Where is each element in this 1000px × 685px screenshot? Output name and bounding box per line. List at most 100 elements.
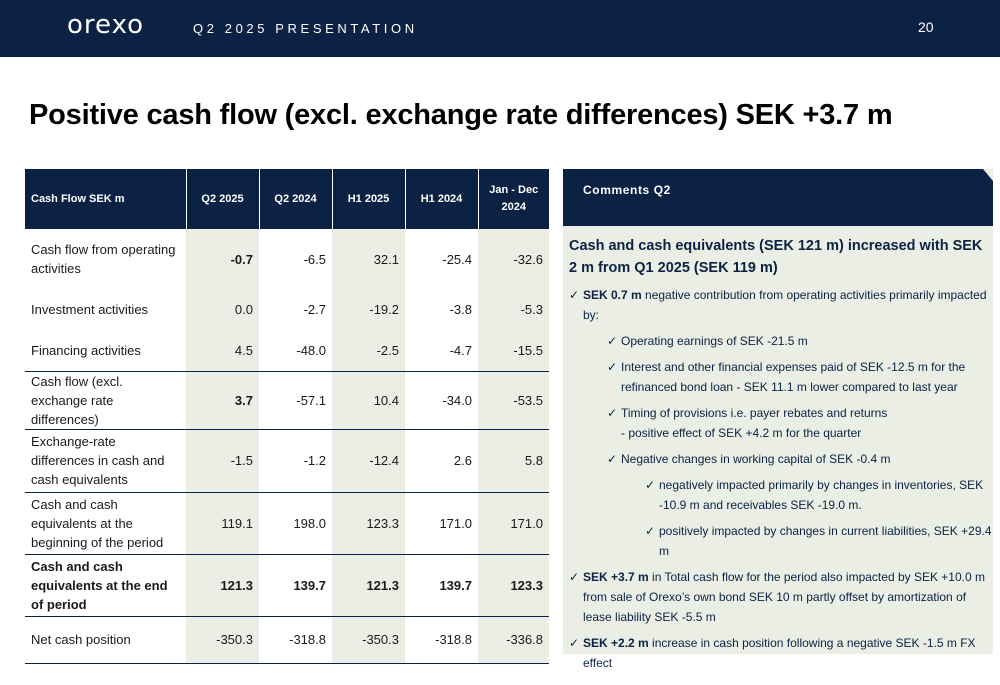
table-row: Exchange-rate differences in cash and ca… <box>25 429 549 493</box>
table-cell: -6.5 <box>303 251 326 267</box>
table-cell: -2.7 <box>303 302 326 317</box>
row-label: Exchange-rate differences in cash and ca… <box>25 429 186 493</box>
table-cell: -32.6 <box>478 229 549 289</box>
bullet-text: Timing of provisions i.e. payer rebates … <box>621 406 888 420</box>
column-header: Q2 2024 <box>259 169 333 229</box>
table-cell: -25.4 <box>442 251 472 267</box>
table-cell: -4.7 <box>405 330 478 372</box>
row-label: Cash flow (excl. exchange rate differenc… <box>25 371 186 430</box>
comment-bullet: ✓ SEK +2.2 m increase in cash position f… <box>569 633 993 673</box>
table-cell: -19.2 <box>332 289 405 330</box>
table-row: Cash and cash equivalents at the beginni… <box>25 492 549 555</box>
bullet-highlight: SEK 0.7 m <box>583 288 642 302</box>
table-cell: 139.7 <box>405 554 478 617</box>
table-cell: 139.7 <box>259 554 332 617</box>
table-cell: -0.7 <box>186 229 259 289</box>
bullet-text: increase in cash position following a ne… <box>583 636 976 670</box>
table-cell: -53.5 <box>478 371 549 430</box>
table-cell: 32.1 <box>332 229 405 289</box>
comments-heading: Cash and cash equivalents (SEK 121 m) in… <box>569 238 983 276</box>
table-row: Financing activities 4.5 -48.0 -2.5 -4.7… <box>25 330 549 372</box>
bullet-text: positively impacted by changes in curren… <box>659 524 992 558</box>
table-cell: -3.8 <box>449 302 472 317</box>
table-cell: 119.1 <box>186 492 259 555</box>
bullet-text: negative contribution from operating act… <box>583 288 987 322</box>
table-cell: 0.0 <box>186 289 259 330</box>
table-cell: 171.0 <box>478 492 549 555</box>
bullet-text: in Total cash flow for the period also i… <box>583 570 985 624</box>
presentation-subtitle: Q2 2025 PRESENTATION <box>193 21 418 36</box>
table-cell: -318.8 <box>405 616 478 664</box>
table-cell: 10.4 <box>332 371 405 430</box>
table-cell: -5.3 <box>478 289 549 330</box>
table-cell: -57.1 <box>259 371 332 430</box>
table-cell: -2.5 <box>332 330 405 372</box>
comments-panel: Comments Q2 Cash and cash equivalents (S… <box>563 169 993 670</box>
bullet-text: negatively impacted primarily by changes… <box>659 478 984 512</box>
comment-sub-sub-bullet: ✓ positively impacted by changes in curr… <box>569 521 993 561</box>
table-cell: 5.8 <box>478 429 549 493</box>
row-label: Net cash position <box>25 616 186 664</box>
column-header: H1 2024 <box>405 169 479 229</box>
bullet-text: Interest and other financial expenses pa… <box>621 360 966 394</box>
table-row: Cash flow from operating activities -0.7… <box>25 229 549 289</box>
table-cell: -34.0 <box>405 371 478 430</box>
comments-body: Cash and cash equivalents (SEK 121 m) in… <box>569 235 993 679</box>
table-cell: 4.5 <box>186 330 259 372</box>
bullet-text: Operating earnings of SEK -21.5 m <box>621 334 808 348</box>
comment-sub-bullet: ✓ Timing of provisions i.e. payer rebate… <box>569 403 993 443</box>
table-cell: 171.0 <box>405 492 478 555</box>
checkmark-icon: ✓ <box>645 478 656 492</box>
bullet-highlight: SEK +2.2 m <box>583 636 649 650</box>
checkmark-icon: ✓ <box>607 360 618 374</box>
checkmark-icon: ✓ <box>607 452 618 466</box>
table-cell: -48.0 <box>259 330 332 372</box>
header-bar: orexo Q2 2025 PRESENTATION 20 <box>0 0 1000 57</box>
checkmark-icon: ✓ <box>569 636 580 650</box>
table-cell: -15.5 <box>478 330 549 372</box>
table-cell: 121.3 <box>186 554 259 617</box>
table-header-row: Cash Flow SEK m Q2 2025 Q2 2024 H1 2025 … <box>25 169 549 229</box>
table-cell: 2.6 <box>405 429 478 493</box>
slide-title: Positive cash flow (excl. exchange rate … <box>29 99 893 131</box>
row-label: Cash and cash equivalents at the beginni… <box>25 492 186 555</box>
column-header: H1 2025 <box>332 169 406 229</box>
table-cell: 121.3 <box>332 554 405 617</box>
table-cell: -350.3 <box>332 616 405 664</box>
checkmark-icon: ✓ <box>645 524 656 538</box>
comment-sub-bullet: ✓ Operating earnings of SEK -21.5 m <box>569 331 993 351</box>
comment-sub-bullet: ✓ Interest and other financial expenses … <box>569 357 993 397</box>
bullet-highlight: SEK +3.7 m <box>583 570 649 584</box>
checkmark-icon: ✓ <box>607 406 618 420</box>
column-header: Q2 2025 <box>186 169 260 229</box>
table-row: Investment activities 0.0 -2.7 -19.2 -3.… <box>25 289 549 330</box>
checkmark-icon: ✓ <box>607 334 618 348</box>
checkmark-icon: ✓ <box>569 288 580 302</box>
table-cell: -336.8 <box>478 616 549 664</box>
comments-header: Comments Q2 <box>563 169 993 226</box>
page-number: 20 <box>918 19 934 35</box>
column-header: Jan - Dec 2024 <box>478 169 549 229</box>
table-cell: 3.7 <box>186 371 259 430</box>
orexo-logo: orexo <box>67 10 145 40</box>
comment-sub-bullet: ✓ Negative changes in working capital of… <box>569 449 993 469</box>
table-cell: -350.3 <box>186 616 259 664</box>
table-row: Net cash position -350.3 -318.8 -350.3 -… <box>25 616 549 664</box>
bullet-text: - positive effect of SEK +4.2 m for the … <box>621 426 862 440</box>
table-row: Cash flow (excl. exchange rate differenc… <box>25 371 549 430</box>
column-header: Cash Flow SEK m <box>25 169 187 229</box>
comment-bullet: ✓ SEK 0.7 m negative contribution from o… <box>569 285 993 325</box>
row-label: Cash flow from operating activities <box>31 242 176 276</box>
table-cell: -318.8 <box>259 616 332 664</box>
row-label: Cash and cash equivalents at the end of … <box>25 554 186 617</box>
table-cell: -1.2 <box>259 429 332 493</box>
row-label: Investment activities <box>31 302 149 317</box>
comment-bullet: ✓ SEK +3.7 m in Total cash flow for the … <box>569 567 993 627</box>
comments-header-label: Comments Q2 <box>583 183 671 197</box>
table-row: Cash and cash equivalents at the end of … <box>25 554 549 617</box>
comment-sub-sub-bullet: ✓ negatively impacted primarily by chang… <box>569 475 993 515</box>
table-cell: 198.0 <box>259 492 332 555</box>
checkmark-icon: ✓ <box>569 570 580 584</box>
table-cell: 123.3 <box>332 492 405 555</box>
table-cell: 123.3 <box>478 554 549 617</box>
